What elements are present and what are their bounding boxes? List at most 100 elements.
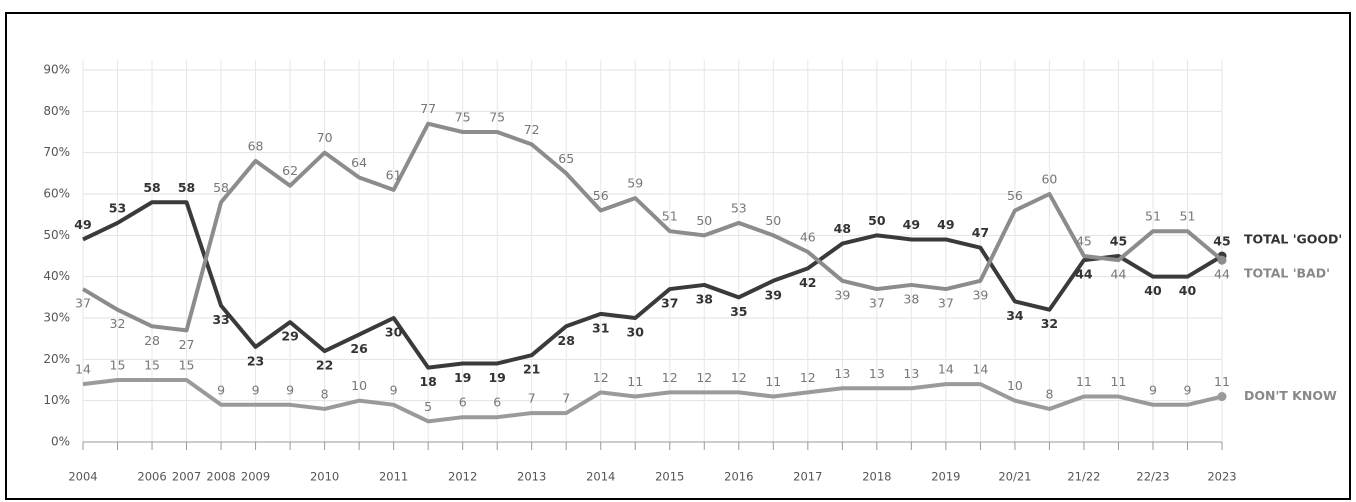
- data-label: 11: [765, 374, 781, 389]
- data-label: 15: [110, 358, 126, 373]
- legend-label: TOTAL 'BAD': [1244, 266, 1330, 281]
- data-label: 7: [562, 391, 570, 406]
- data-label: 6: [493, 395, 501, 410]
- data-label: 11: [1214, 374, 1230, 389]
- data-label: 13: [903, 366, 919, 381]
- y-tick-label: 40%: [43, 269, 70, 283]
- data-label: 53: [109, 200, 126, 215]
- data-label: 75: [489, 110, 505, 125]
- data-label: 56: [1007, 188, 1023, 203]
- data-label: 37: [869, 296, 885, 311]
- data-label: 19: [454, 370, 471, 385]
- y-tick-label: 50%: [43, 228, 70, 242]
- data-label: 9: [252, 382, 260, 397]
- x-tick-label: 2010: [310, 470, 339, 484]
- legend-label: TOTAL 'GOOD': [1244, 232, 1342, 247]
- x-tick-label: 2023: [1207, 470, 1236, 484]
- data-label: 56: [593, 188, 609, 203]
- data-label: 44: [1111, 267, 1127, 282]
- data-label: 8: [321, 386, 329, 401]
- y-tick-label: 20%: [43, 352, 70, 366]
- data-label: 14: [938, 362, 954, 377]
- data-label: 47: [972, 225, 989, 240]
- data-label: 50: [696, 213, 712, 228]
- data-label: 51: [662, 209, 678, 224]
- data-label: 13: [834, 366, 850, 381]
- data-label: 12: [696, 370, 712, 385]
- data-label: 44: [1075, 267, 1093, 282]
- data-label: 22: [316, 358, 333, 373]
- y-tick-label: 90%: [43, 63, 70, 77]
- data-label: 61: [386, 167, 402, 182]
- data-label: 53: [731, 200, 747, 215]
- data-label: 12: [662, 370, 678, 385]
- x-tick-label: 2006: [137, 470, 166, 484]
- data-label: 64: [351, 155, 367, 170]
- x-tick-label: 2014: [586, 470, 615, 484]
- data-label: 5: [424, 399, 432, 414]
- data-label: 40: [1179, 283, 1197, 298]
- data-label: 40: [1144, 283, 1162, 298]
- x-tick-label: 21/22: [1067, 470, 1100, 484]
- series-line: [82, 200, 1224, 370]
- data-label: 10: [1007, 378, 1023, 393]
- data-label: 28: [144, 333, 160, 348]
- data-label: 49: [74, 217, 91, 232]
- data-label: 9: [1149, 382, 1157, 397]
- data-label: 10: [351, 378, 367, 393]
- x-tick-label: 2007: [172, 470, 201, 484]
- data-label: 49: [937, 217, 954, 232]
- data-label: 49: [903, 217, 920, 232]
- data-label: 23: [247, 353, 264, 368]
- data-label: 12: [593, 370, 609, 385]
- data-label: 33: [212, 312, 229, 327]
- data-label: 58: [178, 180, 195, 195]
- y-tick-label: 80%: [43, 104, 70, 118]
- data-label: 11: [1111, 374, 1127, 389]
- data-label: 45: [1110, 234, 1127, 249]
- data-label: 7: [528, 391, 536, 406]
- data-label: 44: [1214, 267, 1230, 282]
- data-label: 9: [390, 382, 398, 397]
- data-label: 37: [661, 296, 678, 311]
- data-label: 62: [282, 163, 298, 178]
- data-label: 51: [1145, 209, 1161, 224]
- data-label: 11: [1076, 374, 1092, 389]
- data-label: 58: [143, 180, 160, 195]
- data-label: 35: [730, 304, 747, 319]
- data-label: 11: [627, 374, 643, 389]
- y-tick-label: 10%: [43, 393, 70, 407]
- data-label: 72: [524, 122, 540, 137]
- y-tick-label: 0%: [51, 435, 70, 449]
- x-tick-label: 2011: [379, 470, 408, 484]
- x-tick-label: 2016: [724, 470, 753, 484]
- data-label: 59: [627, 176, 643, 191]
- data-label: 14: [75, 362, 91, 377]
- data-label: 46: [800, 229, 816, 244]
- data-label: 37: [938, 296, 954, 311]
- end-point: [1217, 392, 1227, 402]
- x-tick-label: 2008: [206, 470, 235, 484]
- data-label: 19: [488, 370, 505, 385]
- y-tick-label: 70%: [43, 145, 70, 159]
- end-point: [1217, 255, 1227, 265]
- data-label: 58: [213, 180, 229, 195]
- series-line: [82, 378, 1223, 424]
- x-tick-label: 2018: [862, 470, 891, 484]
- data-label: 15: [144, 358, 160, 373]
- data-label: 13: [869, 366, 885, 381]
- y-tick-label: 30%: [43, 311, 70, 325]
- data-label: 37: [75, 296, 91, 311]
- data-label: 21: [523, 362, 540, 377]
- data-label: 8: [1045, 386, 1053, 401]
- x-tick-label: 22/23: [1136, 470, 1169, 484]
- legend-label: DON'T KNOW: [1244, 388, 1337, 403]
- data-label: 6: [459, 395, 467, 410]
- data-label: 38: [903, 291, 919, 306]
- data-label: 29: [281, 329, 298, 344]
- data-label: 70: [317, 130, 333, 145]
- x-tick-label: 2013: [517, 470, 546, 484]
- x-tick-label: 2015: [655, 470, 684, 484]
- data-label: 26: [350, 341, 368, 356]
- data-label: 39: [972, 287, 988, 302]
